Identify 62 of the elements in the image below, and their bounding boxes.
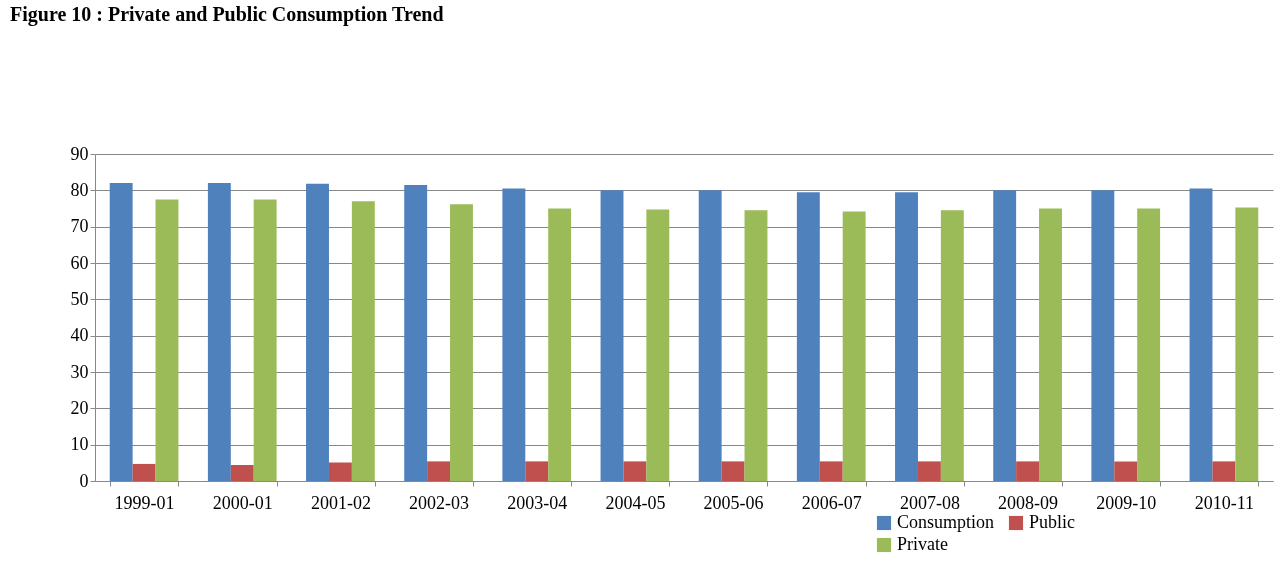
bar (132, 463, 156, 481)
bar (328, 462, 352, 481)
y-tick-label: 40 (70, 325, 89, 346)
bar (1114, 461, 1138, 481)
bar (155, 199, 179, 481)
x-tick-label: 1999-01 (114, 492, 175, 513)
bar (1137, 208, 1161, 481)
bar (917, 461, 941, 481)
y-tick-label: 70 (70, 216, 89, 237)
x-tick-label: 2008-09 (998, 492, 1059, 513)
x-tick-label: 2009-10 (1096, 492, 1157, 513)
bar (207, 183, 231, 481)
y-tick-label: 0 (79, 470, 89, 491)
x-tick-label: 2004-05 (605, 492, 666, 513)
bar (600, 190, 624, 481)
bar (253, 199, 277, 481)
y-tick-label: 30 (70, 361, 89, 382)
bar (698, 190, 722, 481)
x-tick-label: 2005-06 (703, 492, 764, 513)
bar (427, 461, 451, 481)
bar (895, 192, 918, 481)
y-tick-label: 20 (70, 397, 89, 418)
bar (744, 210, 768, 481)
bar (1091, 190, 1115, 481)
y-tick-label: 10 (70, 434, 89, 455)
bar (450, 204, 473, 481)
legend-label: Public (1029, 512, 1076, 532)
bar (646, 209, 670, 481)
x-tick-label: 2006-07 (801, 492, 862, 513)
y-tick-label: 90 (70, 143, 89, 164)
bar (1016, 461, 1040, 481)
y-tick-label: 80 (70, 179, 89, 200)
bar (230, 465, 254, 481)
bar (1189, 188, 1213, 481)
bar (1235, 207, 1259, 481)
x-tick-label: 2010-11 (1194, 492, 1255, 513)
bar (842, 211, 866, 481)
bar (548, 208, 572, 481)
x-tick-label: 2002-03 (409, 492, 470, 513)
x-tick-label: 2007-08 (899, 492, 960, 513)
legend-label: Consumption (897, 512, 995, 532)
bar (623, 461, 647, 481)
bar (404, 184, 428, 481)
bar (796, 192, 820, 481)
bar (721, 461, 745, 481)
x-tick-label: 2001-02 (310, 492, 371, 513)
chart-title: Figure 10 : Private and Public Consumption Trend (10, 3, 444, 26)
bar (502, 188, 526, 481)
bar (525, 461, 549, 481)
bar (819, 461, 843, 481)
bar (940, 210, 964, 481)
x-tick-label: 2000-01 (212, 492, 273, 513)
bar (306, 183, 329, 481)
bar (1039, 208, 1062, 481)
bar (1212, 461, 1236, 481)
bar (993, 190, 1017, 481)
y-tick-label: 60 (70, 252, 89, 273)
y-tick-label: 50 (70, 288, 89, 309)
bar (109, 183, 133, 481)
legend-label: Private (897, 534, 948, 554)
bar (351, 201, 375, 481)
x-tick-label: 2003-04 (507, 492, 568, 513)
